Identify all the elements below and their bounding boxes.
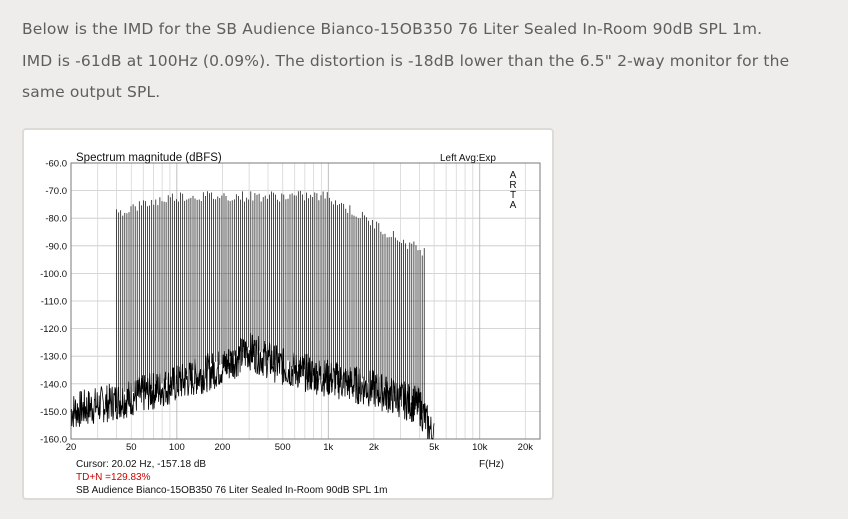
y-tick-label-4: -100.0 [40, 269, 67, 280]
x-tick-label-8: 10k [472, 442, 488, 453]
cursor-readout: Cursor: 20.02 Hz, -157.18 dB [76, 459, 206, 470]
y-tick-labels: -60.0 -70.0 -80.0 -90.0 -100.0 -110.0 -120.0 -1… [40, 159, 67, 446]
mode-label: Left Avg:Exp [440, 153, 496, 164]
spectrum-chart: -60.0 -70.0 -80.0 -90.0 -100.0 -110.0 -120.0 -1… [40, 152, 541, 496]
y-tick-label-7: -130.0 [40, 352, 67, 363]
chart-title: Spectrum magnitude (dBFS) [76, 152, 222, 164]
y-tick-label-3: -90.0 [45, 241, 67, 252]
brand-letter-2: T [510, 190, 516, 201]
intro-text: Below is the IMD for the SB Audience Bia… [22, 14, 832, 109]
x-tick-labels: 20 50 100 200 500 1k 2k 5k 10k 20k [66, 442, 534, 453]
y-tick-label-6: -120.0 [40, 324, 67, 335]
brand-letter-1: R [509, 180, 516, 191]
brand-letter-0: A [510, 170, 517, 181]
x-tick-label-0: 20 [66, 442, 77, 453]
x-tick-label-3: 200 [215, 442, 231, 453]
y-tick-label-9: -150.0 [40, 407, 67, 418]
y-tick-label-10: -160.0 [40, 435, 67, 446]
spectrum-figure: -60.0 -70.0 -80.0 -90.0 -100.0 -110.0 -120.0 -1… [22, 128, 554, 500]
y-tick-label-2: -80.0 [45, 214, 67, 225]
x-tick-label-4: 500 [275, 442, 291, 453]
x-axis-label: F(Hz) [479, 459, 504, 470]
noise-floor-trace [70, 332, 435, 441]
y-tick-label-1: -70.0 [45, 186, 67, 197]
spectrum-series [70, 190, 435, 441]
x-tick-label-2: 100 [169, 442, 185, 453]
x-tick-label-1: 50 [126, 442, 137, 453]
brand-letter-3: A [510, 200, 517, 211]
x-tick-label-6: 2k [369, 442, 379, 453]
intro-line-1: Below is the IMD for the SB Audience Bia… [22, 20, 763, 38]
y-tick-label-8: -140.0 [40, 379, 67, 390]
plot-frame [70, 162, 541, 440]
x-tick-label-7: 5k [429, 442, 439, 453]
intro-line-2: IMD is -61dB at 100Hz (0.09%). The disto… [22, 51, 790, 70]
y-tick-label-0: -60.0 [45, 159, 67, 170]
x-tick-label-5: 1k [323, 442, 333, 453]
intro-line-3: same output SPL. [22, 83, 161, 101]
y-tick-label-5: -110.0 [41, 297, 67, 308]
chart-caption: SB Audience Bianco-15OB350 76 Liter Seal… [76, 485, 388, 496]
x-tick-label-9: 20k [518, 442, 534, 453]
tdn-readout: TD+N =129.83% [76, 472, 151, 483]
